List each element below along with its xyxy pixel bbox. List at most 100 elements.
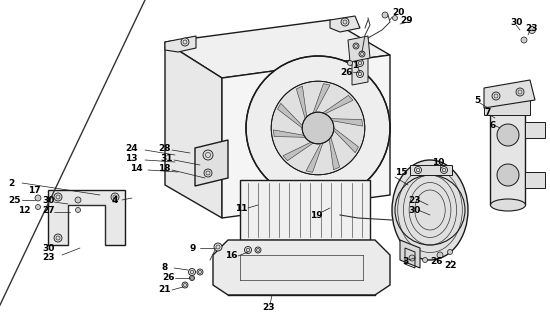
Polygon shape — [296, 86, 307, 119]
Text: 10: 10 — [432, 157, 444, 166]
Circle shape — [75, 197, 81, 203]
Circle shape — [204, 169, 212, 177]
Circle shape — [393, 15, 398, 20]
Text: 28: 28 — [158, 143, 170, 153]
Text: 23: 23 — [42, 253, 54, 262]
Circle shape — [529, 27, 536, 34]
Circle shape — [521, 37, 527, 43]
Polygon shape — [331, 119, 362, 126]
Ellipse shape — [497, 164, 519, 186]
Text: 30: 30 — [510, 18, 522, 27]
Polygon shape — [484, 80, 535, 108]
Circle shape — [111, 193, 119, 201]
Circle shape — [415, 166, 421, 173]
Text: 17: 17 — [28, 186, 41, 195]
Text: 3: 3 — [402, 258, 408, 267]
Ellipse shape — [392, 160, 468, 260]
Text: 30: 30 — [42, 196, 54, 204]
Polygon shape — [306, 143, 323, 172]
Circle shape — [302, 112, 334, 144]
Polygon shape — [313, 84, 330, 113]
Text: 21: 21 — [158, 285, 170, 294]
Polygon shape — [195, 140, 228, 186]
Polygon shape — [165, 36, 196, 52]
Text: 13: 13 — [125, 154, 138, 163]
Text: 26: 26 — [340, 68, 353, 76]
Text: 18: 18 — [158, 164, 170, 172]
Circle shape — [382, 12, 388, 18]
Text: 9: 9 — [190, 244, 196, 252]
Circle shape — [36, 204, 41, 210]
Text: 23: 23 — [525, 23, 537, 33]
Circle shape — [189, 268, 195, 276]
Text: 8: 8 — [162, 263, 168, 273]
Ellipse shape — [491, 99, 525, 111]
Text: 1: 1 — [352, 60, 358, 69]
Circle shape — [181, 38, 189, 46]
Polygon shape — [334, 128, 359, 153]
Circle shape — [75, 207, 80, 212]
Polygon shape — [273, 130, 305, 137]
Polygon shape — [165, 42, 222, 218]
Circle shape — [359, 51, 365, 57]
Circle shape — [441, 166, 448, 173]
Polygon shape — [525, 122, 545, 138]
Polygon shape — [283, 142, 313, 161]
Text: 5: 5 — [474, 95, 480, 105]
Text: 23: 23 — [408, 196, 421, 204]
Text: 30: 30 — [42, 244, 54, 252]
Text: 29: 29 — [400, 15, 412, 25]
Polygon shape — [213, 240, 390, 295]
Circle shape — [214, 243, 222, 251]
Circle shape — [190, 276, 195, 281]
Circle shape — [246, 56, 390, 200]
Circle shape — [271, 81, 365, 175]
Text: 16: 16 — [225, 252, 238, 260]
Polygon shape — [490, 105, 525, 205]
Circle shape — [182, 282, 188, 288]
Circle shape — [356, 60, 364, 67]
Text: 7: 7 — [484, 108, 491, 116]
Text: 26: 26 — [430, 258, 443, 267]
Circle shape — [492, 92, 500, 100]
Circle shape — [341, 18, 349, 26]
Text: 31: 31 — [160, 154, 173, 163]
Polygon shape — [278, 103, 302, 128]
Circle shape — [245, 246, 251, 253]
Polygon shape — [323, 95, 353, 114]
Text: 25: 25 — [8, 196, 20, 204]
Circle shape — [516, 88, 524, 96]
Polygon shape — [330, 16, 360, 32]
Circle shape — [348, 60, 353, 66]
Text: 23: 23 — [262, 303, 274, 313]
Circle shape — [35, 195, 41, 201]
Polygon shape — [48, 190, 125, 245]
Polygon shape — [410, 165, 452, 175]
Text: 14: 14 — [130, 164, 142, 172]
Circle shape — [197, 269, 203, 275]
Ellipse shape — [497, 124, 519, 146]
Polygon shape — [329, 137, 340, 170]
Polygon shape — [525, 172, 545, 188]
Circle shape — [353, 43, 359, 49]
Text: 27: 27 — [42, 205, 54, 214]
Text: 26: 26 — [162, 274, 174, 283]
Polygon shape — [484, 95, 530, 115]
Text: 30: 30 — [408, 205, 420, 214]
Text: 22: 22 — [444, 261, 456, 270]
Circle shape — [422, 258, 427, 262]
Circle shape — [203, 150, 213, 160]
Polygon shape — [222, 55, 390, 218]
Text: 15: 15 — [395, 167, 408, 177]
Text: 12: 12 — [18, 205, 30, 214]
Text: 6: 6 — [490, 121, 496, 130]
Circle shape — [255, 247, 261, 253]
Text: 20: 20 — [392, 7, 404, 17]
Text: 19: 19 — [310, 211, 323, 220]
Polygon shape — [348, 36, 370, 62]
Polygon shape — [165, 20, 390, 78]
Text: 11: 11 — [235, 204, 248, 212]
Circle shape — [54, 234, 62, 242]
Text: 2: 2 — [8, 179, 14, 188]
Circle shape — [437, 252, 443, 258]
